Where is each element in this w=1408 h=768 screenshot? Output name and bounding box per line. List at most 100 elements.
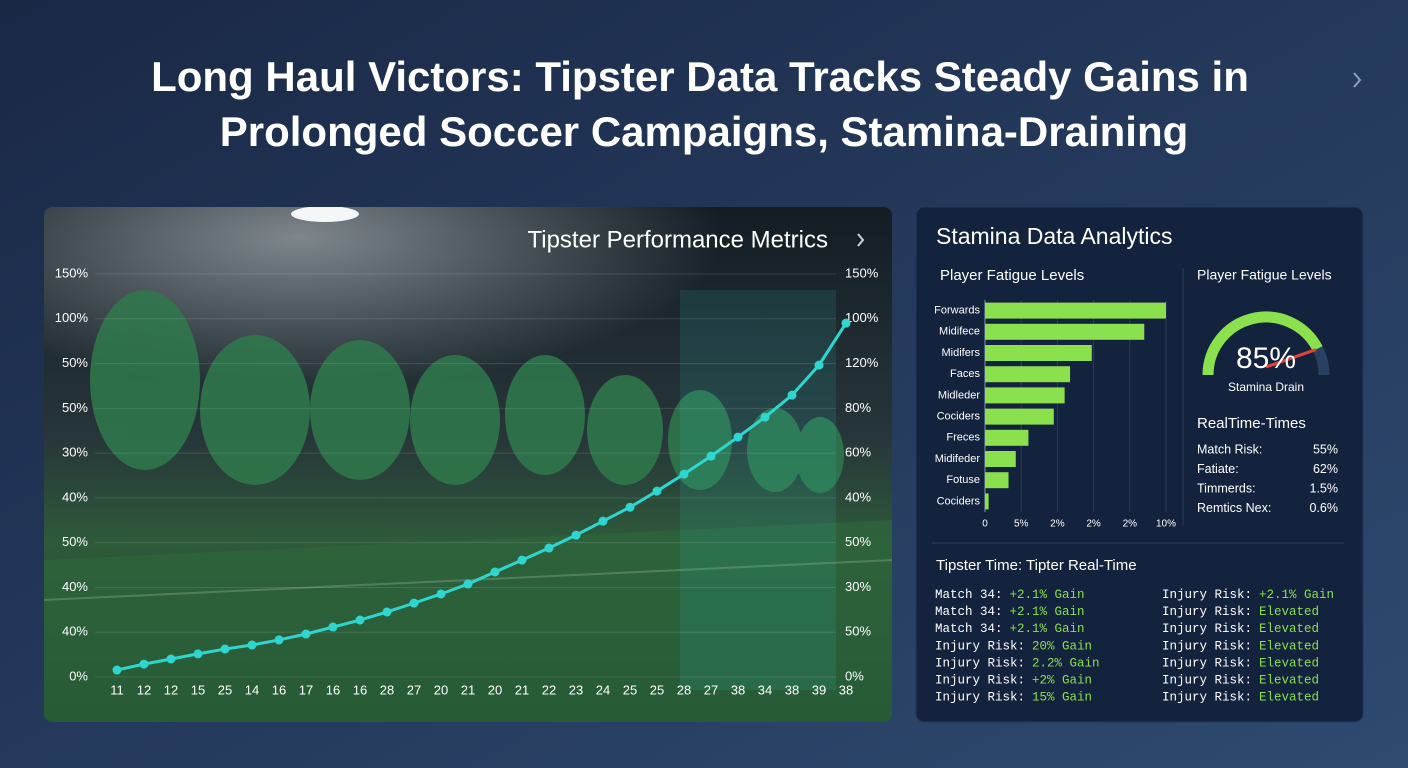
y2-tick-label: 40% [845,489,871,504]
point [679,469,689,479]
highlight-band [680,290,836,690]
y-tick-label: Midleder [938,389,981,401]
x-tick-label: 12 [137,682,151,697]
y-tick-label: Forwards [934,305,980,317]
x-tick-label: 2% [1086,519,1101,530]
point [301,629,311,639]
y-tick-label: 50% [62,534,88,549]
point [706,451,716,461]
x-tick-label: 27 [407,682,421,697]
feed-label: Injury Risk: [1162,605,1252,619]
x-tick-label: 16 [326,682,340,697]
x-tick-label: 17 [299,682,313,697]
y-tick-label: 50% [62,400,88,415]
feed-label: Injury Risk: [1162,622,1252,636]
x-tick-label: 10% [1156,519,1176,530]
feed-label: Injury Risk: [1162,588,1252,602]
y-tick-label: 40% [62,624,88,639]
x-tick-label: 25 [650,682,664,697]
realtime-label: Match Risk: [1197,442,1262,456]
y2-tick-label: 120% [845,355,879,370]
realtime-label: Fatiate: [1197,462,1239,476]
x-tick-label: 5% [1014,519,1029,530]
point [328,622,338,632]
y2-tick-label: 60% [845,445,871,460]
point [517,555,527,565]
feed-value: Elevated [1259,622,1319,636]
y2-tick-label: 0% [845,668,864,683]
y-tick-label: 100% [55,310,89,325]
point [274,635,284,645]
panel-title: Stamina Data Analytics [936,223,1173,249]
y-tick-label: Cociders [937,411,981,423]
bar [985,302,1166,319]
feed-value: Elevated [1259,605,1319,619]
chart-title: Tipster Performance Metrics [527,226,828,253]
y-tick-label: 40% [62,489,88,504]
x-tick-label: 21 [461,682,475,697]
section-title: Tipster Time: Tipter Real-Time [936,557,1137,574]
bar [985,387,1065,404]
feed-value: Elevated [1259,657,1319,671]
y-tick-label: Cociders [937,495,981,507]
bar [985,366,1071,383]
bar [985,408,1054,425]
feed-value: +2.1% Gain [1259,588,1334,602]
point [814,360,824,370]
realtime-value: 62% [1313,462,1338,476]
x-tick-label: 11 [110,682,124,697]
y-tick-label: 40% [62,579,88,594]
x-tick-label: 38 [785,682,799,697]
feed-row: Injury Risk: Elevated [1162,691,1319,705]
feed-label: Injury Risk: [1162,657,1252,671]
bar [985,472,1009,489]
y2-tick-label: 150% [845,265,879,280]
page-title: Long Haul Victors: Tipster Data Tracks S… [151,53,1249,100]
feed-row: Match 34: +2.1% Gain [935,622,1085,636]
x-tick-label: 38 [731,682,745,697]
x-tick-label: 22 [542,682,556,697]
feed-value: 20% Gain [1032,640,1092,654]
point [166,654,176,664]
realtime-value: 55% [1313,442,1338,456]
feed-label: Match 34: [935,588,1003,602]
point [733,432,743,442]
x-tick-label: 16 [272,682,286,697]
x-tick-label: 24 [596,682,610,697]
feed-label: Injury Risk: [1162,674,1252,688]
gauge-needle [1265,348,1317,369]
point [544,543,554,553]
feed-value: 15% Gain [1032,691,1092,705]
bar [985,323,1145,340]
point [841,318,851,328]
x-tick-label: 25 [218,682,232,697]
y2-tick-label: 100% [845,310,879,325]
feed-row: Match 34: +2.1% Gain [935,588,1085,602]
chevron[interactable] [1353,72,1362,88]
pitch [44,520,892,722]
point [652,486,662,496]
y-tick-label: 0% [69,668,88,683]
feed-row: Injury Risk: Elevated [1162,640,1319,654]
bar [985,345,1092,361]
y-tick-label: 30% [62,445,88,460]
x-tick-label: 28 [677,682,691,697]
feed-label: Injury Risk: [935,674,1025,688]
gauge-value [1202,311,1323,376]
point [436,589,446,599]
y2-tick-label: 80% [845,400,871,415]
x-tick-label: 23 [569,682,583,697]
feed-value: +2.1% Gain [1010,605,1085,619]
chevron[interactable] [857,233,865,247]
feed-label: Injury Risk: [935,640,1025,654]
chart-title: Player Fatigue Levels [1197,267,1332,283]
feed-label: Injury Risk: [935,691,1025,705]
bar [985,451,1016,467]
realtime-label: Remtics Nex: [1197,501,1271,515]
x-tick-label: 21 [515,682,529,697]
y-tick-label: 150% [55,265,89,280]
section-title: RealTime-Times [1197,415,1306,432]
x-tick-label: 25 [623,682,637,697]
y-tick-label: Midifers [941,347,980,359]
